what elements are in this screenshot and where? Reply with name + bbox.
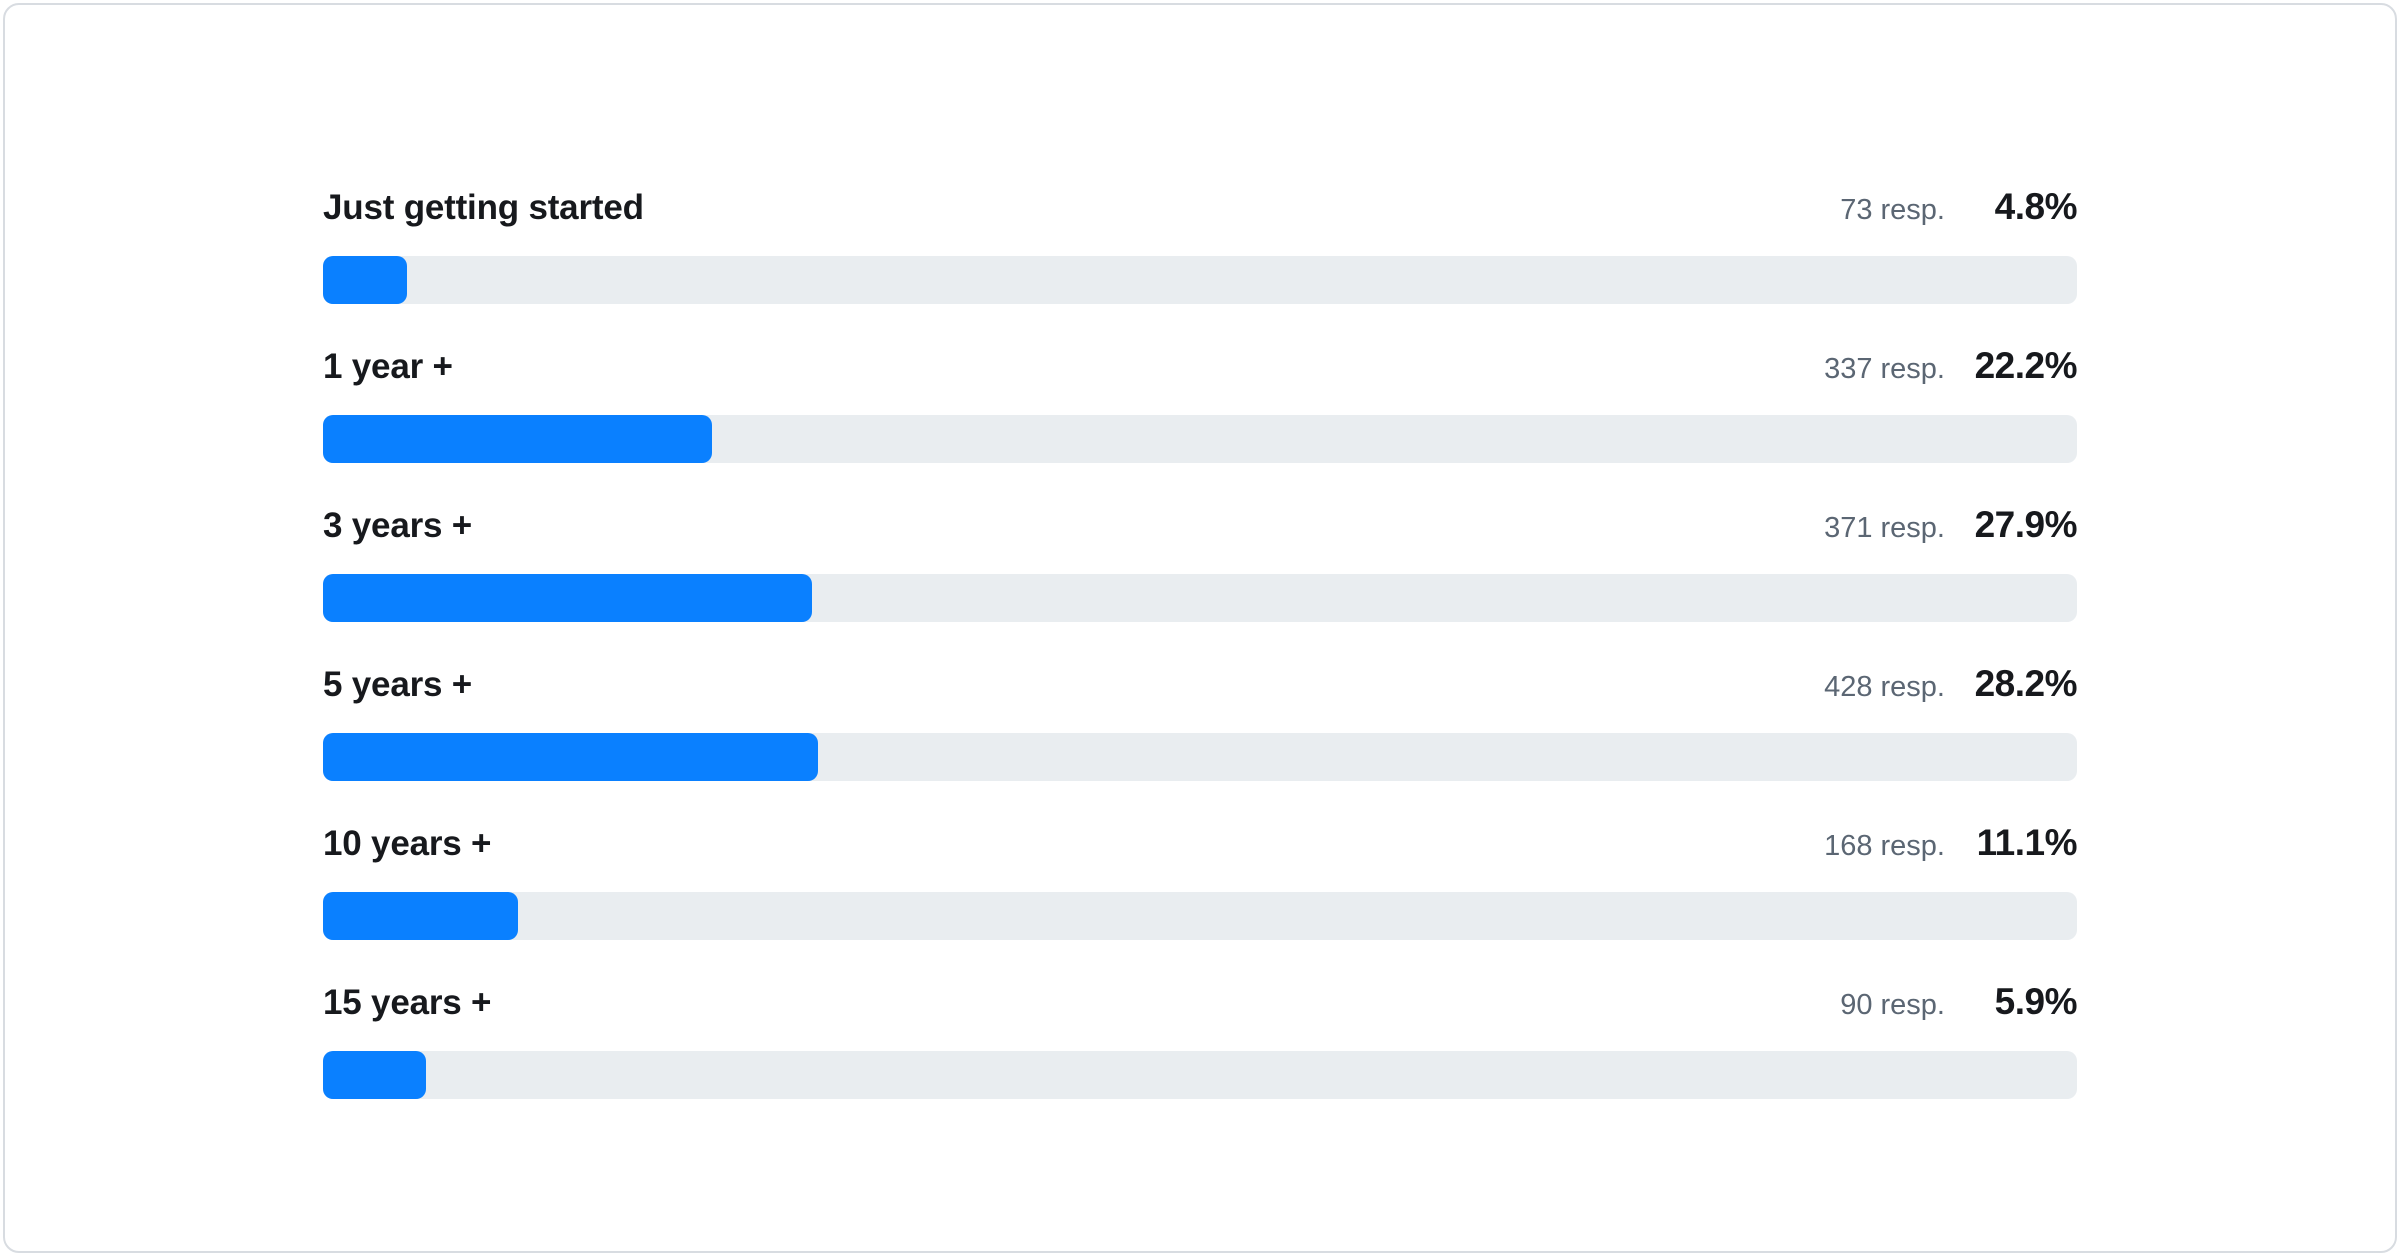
bar-fill [323, 574, 813, 622]
bar-chart: Just getting started 73 resp. 4.8% 1 yea… [323, 185, 2078, 1099]
bar-fill [323, 733, 818, 781]
bar-track [323, 1051, 2077, 1099]
chart-row-10-years: 10 years + 168 resp. 11.1% [323, 821, 2078, 940]
row-header: 15 years + 90 resp. 5.9% [323, 980, 2078, 1027]
percent-value: 28.2% [1974, 663, 2078, 704]
category-label: 3 years + [323, 506, 473, 545]
category-label: 15 years + [323, 983, 492, 1022]
bar-fill [323, 415, 713, 463]
category-label: Just getting started [323, 188, 644, 227]
chart-row-1-year: 1 year + 337 resp. 22.2% [323, 344, 2078, 463]
bar-track [323, 256, 2077, 304]
response-count: 73 resp. [1840, 194, 1945, 226]
row-header: 1 year + 337 resp. 22.2% [323, 344, 2078, 391]
response-count: 90 resp. [1840, 989, 1945, 1021]
results-card: Just getting started 73 resp. 4.8% 1 yea… [3, 3, 2397, 1253]
chart-row-just-getting-started: Just getting started 73 resp. 4.8% [323, 185, 2078, 304]
bar-fill [323, 256, 408, 304]
row-header: Just getting started 73 resp. 4.8% [323, 185, 2078, 232]
percent-value: 5.9% [1994, 981, 2078, 1022]
category-label: 1 year + [323, 347, 453, 386]
bar-fill [323, 892, 518, 940]
response-count: 371 resp. [1824, 512, 1945, 544]
percent-value: 11.1% [1976, 822, 2078, 863]
bar-track [323, 574, 2077, 622]
chart-row-3-years: 3 years + 371 resp. 27.9% [323, 503, 2078, 622]
category-label: 10 years + [323, 824, 492, 863]
row-header: 10 years + 168 resp. 11.1% [323, 821, 2078, 868]
bar-fill [323, 1051, 427, 1099]
bar-track [323, 733, 2077, 781]
response-count: 428 resp. [1824, 671, 1945, 703]
chart-row-5-years: 5 years + 428 resp. 28.2% [323, 662, 2078, 781]
row-header: 3 years + 371 resp. 27.9% [323, 503, 2078, 550]
response-count: 168 resp. [1824, 830, 1945, 862]
row-header: 5 years + 428 resp. 28.2% [323, 662, 2078, 709]
category-label: 5 years + [323, 665, 473, 704]
bar-track [323, 415, 2077, 463]
percent-value: 27.9% [1974, 504, 2078, 545]
bar-track [323, 892, 2077, 940]
chart-row-15-years: 15 years + 90 resp. 5.9% [323, 980, 2078, 1099]
percent-value: 22.2% [1974, 345, 2078, 386]
response-count: 337 resp. [1824, 353, 1945, 385]
percent-value: 4.8% [1994, 186, 2078, 227]
